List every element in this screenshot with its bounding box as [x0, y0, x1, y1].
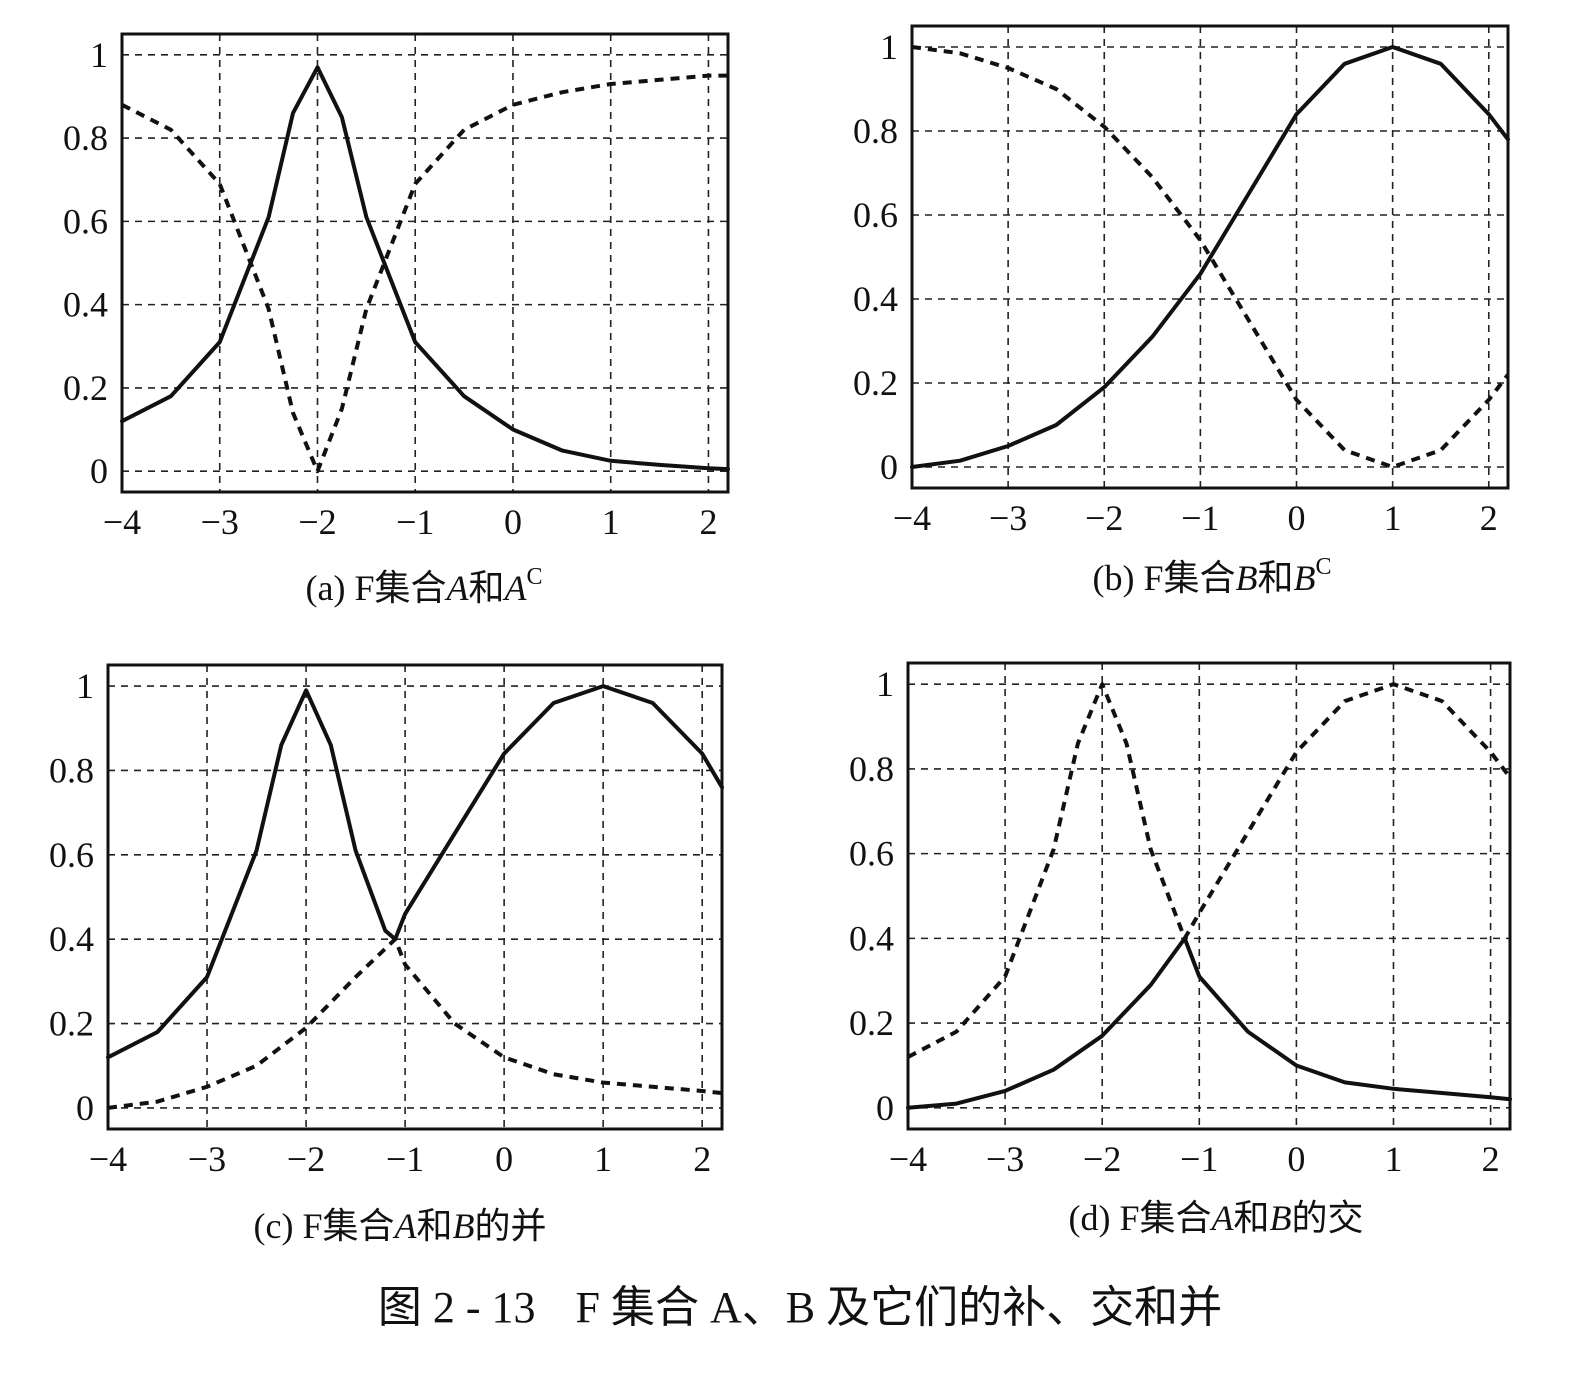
plot-frame-c [106, 663, 724, 1131]
y-tick-label-c: 0.8 [49, 750, 94, 790]
figure-caption-number: 图 2 - 13 [378, 1283, 536, 1332]
panel-c: −4 −3 −2 −1 0 1 2 0 0.2 0.4 0.6 0.8 1 [49, 663, 724, 1179]
series-a-solid-line [120, 65, 730, 472]
x-tick-label-c: −3 [188, 1139, 226, 1179]
x-tick-label-b: 0 [1288, 498, 1306, 538]
y-tick-label-c: 0 [76, 1088, 94, 1128]
y-tick-label-b: 0 [880, 447, 898, 487]
x-tick-label-d: 0 [1287, 1139, 1305, 1179]
plot-frame-a [120, 32, 730, 494]
y-tick-label-c: 0.2 [49, 1004, 94, 1044]
y-tick-label-b: 0.8 [853, 111, 898, 151]
x-tick-label-c: −2 [287, 1139, 325, 1179]
series-d-solid-line [906, 936, 1512, 1110]
x-tick-label-a: −3 [201, 502, 239, 542]
y-tick-label-a: 0.2 [63, 368, 108, 408]
x-tick-label-d: −1 [1180, 1139, 1218, 1179]
y-tick-label-c: 0.4 [49, 919, 94, 959]
y-tick-label-d: 0 [876, 1088, 894, 1128]
y-tick-label-a: 0.8 [63, 118, 108, 158]
x-tick-label-a: 0 [504, 502, 522, 542]
figure-caption-text: F 集合 A、B 及它们的补、交和并 [576, 1283, 1223, 1332]
x-tick-label-b: −2 [1085, 498, 1123, 538]
plot-frame-d [906, 661, 1512, 1131]
y-tick-label-a: 1 [90, 35, 108, 75]
x-tick-label-c: −1 [386, 1139, 424, 1179]
x-tick-label-b: 1 [1384, 498, 1402, 538]
panel-d: −4 −3 −2 −1 0 1 2 0 0.2 0.4 0.6 0.8 1 [849, 661, 1512, 1179]
caption-d: (d) F集合A和B的交 [1068, 1198, 1363, 1238]
caption-c: (c) F集合A和B的并 [253, 1206, 546, 1246]
x-tick-label-c: −4 [89, 1139, 127, 1179]
panel-a: −4 −3 −2 −1 0 1 2 0 0.2 0.4 0.6 0.8 1 [63, 32, 730, 542]
x-tick-label-d: −2 [1083, 1139, 1121, 1179]
y-tick-label-b: 0.2 [853, 363, 898, 403]
series-c-dashed-line [107, 937, 723, 1110]
x-tick-label-c: 1 [594, 1139, 612, 1179]
x-tick-label-a: −4 [103, 502, 141, 542]
plot-frame-b [910, 24, 1510, 490]
y-tick-label-d: 1 [876, 664, 894, 704]
caption-b: (b) F集合B和BC [1092, 554, 1331, 598]
x-tick-label-d: −3 [986, 1139, 1024, 1179]
x-tick-label-a: −2 [298, 502, 336, 542]
x-tick-label-b: 2 [1480, 498, 1498, 538]
x-tick-label-d: 2 [1482, 1139, 1500, 1179]
panel-b: −4 −3 −2 −1 0 1 2 0 0.2 0.4 0.6 0.8 1 [853, 24, 1510, 538]
x-tick-label-a: −1 [396, 502, 434, 542]
y-tick-label-a: 0.4 [63, 285, 108, 325]
y-tick-label-d: 0.2 [849, 1003, 894, 1043]
series-c-solid-line [106, 684, 724, 1060]
figure-caption: 图 2 - 13 F 集合 A、B 及它们的补、交和并 [378, 1283, 1222, 1332]
series-d-dashed-line [907, 682, 1512, 1059]
x-tick-label-a: 1 [602, 502, 620, 542]
y-tick-label-b: 0.6 [853, 195, 898, 235]
series-a-dashed-line [121, 73, 728, 474]
y-tick-label-d: 0.6 [849, 834, 894, 874]
x-tick-label-a: 2 [699, 502, 717, 542]
y-tick-label-a: 0.6 [63, 201, 108, 241]
y-tick-label-c: 0.6 [49, 835, 94, 875]
series-b-solid-line [910, 45, 1510, 469]
series-b-dashed-line [911, 45, 1510, 469]
y-tick-label-b: 1 [880, 27, 898, 67]
y-tick-label-a: 0 [90, 451, 108, 491]
y-tick-label-d: 0.4 [849, 918, 894, 958]
x-tick-label-c: 0 [495, 1139, 513, 1179]
x-tick-label-d: 1 [1384, 1139, 1402, 1179]
y-tick-label-c: 1 [76, 666, 94, 706]
x-tick-label-b: −4 [893, 498, 931, 538]
y-tick-label-b: 0.4 [853, 279, 898, 319]
x-tick-label-d: −4 [889, 1139, 927, 1179]
x-tick-label-b: −3 [989, 498, 1027, 538]
x-tick-label-c: 2 [693, 1139, 711, 1179]
x-tick-label-b: −1 [1181, 498, 1219, 538]
caption-a: (a) F集合A和AC [305, 564, 542, 608]
y-tick-label-d: 0.8 [849, 749, 894, 789]
